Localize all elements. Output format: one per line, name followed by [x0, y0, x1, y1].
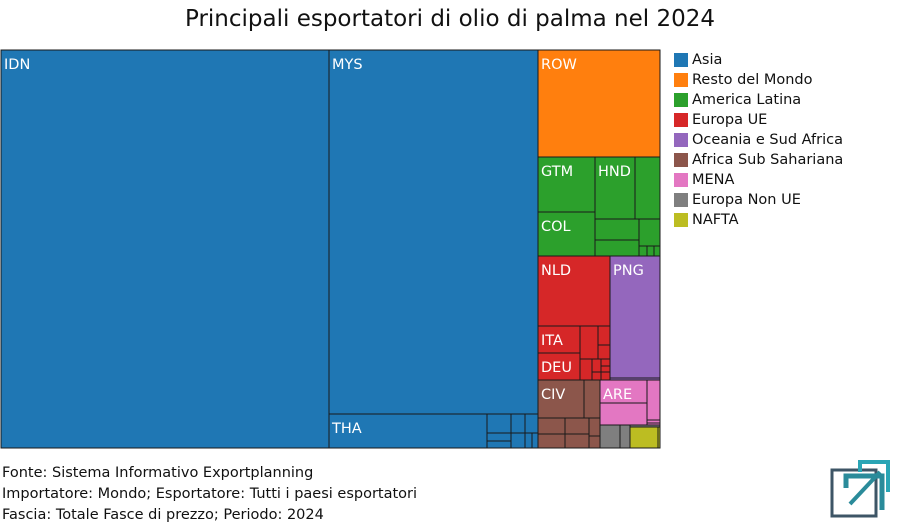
- treemap-cell[interactable]: [594, 218, 640, 241]
- legend-item-america-latina[interactable]: America Latina: [674, 90, 843, 110]
- legend-swatch: [674, 133, 688, 147]
- treemap-cell[interactable]: [657, 426, 661, 449]
- legend-label: Africa Sub Sahariana: [692, 152, 844, 168]
- treemap-cell[interactable]: [524, 413, 539, 434]
- treemap-cell[interactable]: [600, 371, 611, 381]
- treemap-label-ita: ITA: [541, 333, 563, 349]
- treemap-cell[interactable]: [579, 358, 593, 381]
- legend-label: Asia: [692, 52, 723, 68]
- legend-item-africa-sub-sahariana[interactable]: Africa Sub Sahariana: [674, 150, 843, 170]
- legend-label: Europa UE: [692, 112, 768, 128]
- legend-label: Oceania e Sud Africa: [692, 132, 843, 148]
- legend-item-nafta[interactable]: NAFTA: [674, 210, 843, 230]
- treemap-label-civ: CIV: [541, 387, 565, 403]
- treemap-cell[interactable]: [638, 218, 661, 247]
- legend-label: Europa Non UE: [692, 192, 801, 208]
- treemap-cell[interactable]: [531, 432, 539, 449]
- treemap-cell[interactable]: [591, 358, 602, 373]
- legend-item-europa-ue[interactable]: Europa UE: [674, 110, 843, 130]
- treemap-cell[interactable]: [564, 433, 590, 449]
- treemap-label-png: PNG: [613, 263, 644, 279]
- treemap-cell[interactable]: [510, 413, 526, 434]
- treemap-cell[interactable]: [629, 426, 659, 449]
- treemap-cell[interactable]: [646, 379, 661, 421]
- legend-label: NAFTA: [692, 212, 739, 228]
- treemap-cell-gtm[interactable]: [537, 156, 596, 213]
- legend-swatch: [674, 113, 688, 127]
- treemap-cell[interactable]: [591, 371, 602, 381]
- treemap-label-deu: DEU: [541, 360, 572, 376]
- treemap-cell[interactable]: [588, 435, 601, 449]
- treemap-cell[interactable]: [583, 379, 601, 419]
- treemap-cell-row[interactable]: [537, 49, 661, 158]
- treemap-label-row: ROW: [541, 57, 577, 73]
- treemap-cell-png[interactable]: [609, 255, 661, 379]
- treemap-label-idn: IDN: [4, 57, 30, 73]
- footer-notes: Fonte: Sistema Informativo Exportplannin…: [2, 463, 417, 526]
- treemap-cell[interactable]: [600, 358, 611, 367]
- legend-item-resto-del-mondo[interactable]: Resto del Mondo: [674, 70, 843, 90]
- treemap-cell[interactable]: [537, 433, 566, 449]
- legend-item-mena[interactable]: MENA: [674, 170, 843, 190]
- treemap-cell[interactable]: [597, 325, 611, 346]
- legend-swatch: [674, 193, 688, 207]
- legend-label: MENA: [692, 172, 735, 188]
- treemap-cell-hnd[interactable]: [594, 156, 636, 220]
- treemap-cell-mys[interactable]: [328, 49, 539, 415]
- legend-swatch: [674, 53, 688, 67]
- legend-swatch: [674, 153, 688, 167]
- legend-item-europa-non-ue[interactable]: Europa Non UE: [674, 190, 843, 210]
- treemap-cell[interactable]: [619, 424, 631, 449]
- treemap-cell-idn[interactable]: [0, 49, 330, 449]
- treemap-cell[interactable]: [579, 325, 599, 360]
- treemap-label-col: COL: [541, 219, 571, 235]
- legend-swatch: [674, 173, 688, 187]
- treemap-label-nld: NLD: [541, 263, 571, 279]
- legend-item-oceania-sud-africa[interactable]: Oceania e Sud Africa: [674, 130, 843, 150]
- treemap-cell-col[interactable]: [537, 211, 596, 257]
- treemap-cell[interactable]: [600, 365, 611, 373]
- treemap-cell[interactable]: [599, 402, 648, 426]
- treemap-cell[interactable]: [564, 417, 590, 435]
- treemap-cell-tha[interactable]: [328, 413, 488, 449]
- treemap-label-are: ARE: [603, 387, 632, 403]
- chart-title: Principali esportatori di olio di palma …: [184, 6, 716, 32]
- treemap-cell[interactable]: [524, 432, 533, 449]
- treemap-cell[interactable]: [646, 245, 655, 257]
- treemap-cell[interactable]: [486, 432, 512, 442]
- treemap-cell[interactable]: [486, 440, 512, 449]
- treemap-cell[interactable]: [588, 417, 601, 437]
- treemap-label-mys: MYS: [332, 57, 363, 73]
- treemap-cell-nld[interactable]: [537, 255, 611, 327]
- legend-swatch: [674, 93, 688, 107]
- exportplanning-logo-icon: [830, 458, 890, 524]
- footer-filter-importer: Importatore: Mondo; Esportatore: Tutti i…: [2, 486, 418, 502]
- treemap-cell[interactable]: [486, 413, 512, 434]
- treemap-label-hnd: HND: [598, 164, 631, 180]
- treemap-cell[interactable]: [638, 245, 648, 257]
- treemap-cell[interactable]: [653, 245, 661, 257]
- treemap-cell[interactable]: [599, 424, 621, 449]
- footer-filter-period: Fascia: Totale Fasce di prezzo; Periodo:…: [2, 507, 324, 523]
- treemap-cell[interactable]: [634, 156, 661, 220]
- legend: Asia Resto del Mondo America Latina Euro…: [674, 50, 843, 230]
- treemap-label-gtm: GTM: [541, 164, 573, 180]
- treemap-cell[interactable]: [537, 417, 566, 435]
- footer-source: Fonte: Sistema Informativo Exportplannin…: [2, 465, 314, 481]
- treemap-cell[interactable]: [597, 344, 611, 360]
- legend-swatch: [674, 213, 688, 227]
- legend-swatch: [674, 73, 688, 87]
- legend-label: Resto del Mondo: [692, 72, 813, 88]
- treemap-cell[interactable]: [510, 432, 526, 449]
- legend-item-asia[interactable]: Asia: [674, 50, 843, 70]
- legend-label: America Latina: [692, 92, 802, 108]
- treemap-label-tha: THA: [331, 421, 362, 437]
- treemap-cell[interactable]: [594, 239, 640, 257]
